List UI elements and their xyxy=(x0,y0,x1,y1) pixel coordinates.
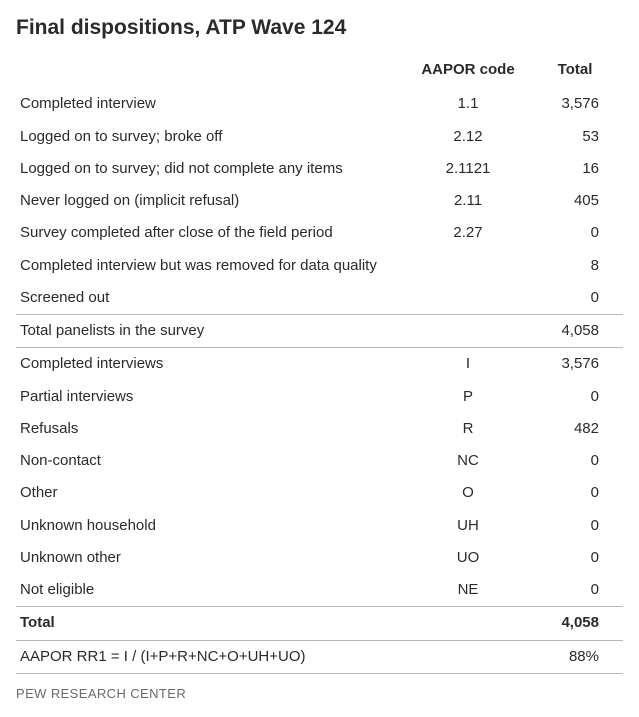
row-code: 1.1 xyxy=(403,88,533,120)
row-total: 405 xyxy=(533,185,623,217)
row-label: Logged on to survey; did not complete an… xyxy=(16,153,403,185)
row-label: Completed interviews xyxy=(16,348,403,381)
row-code xyxy=(403,607,533,640)
row-total: 53 xyxy=(533,121,623,153)
row-code: P xyxy=(403,381,533,413)
row-total: 88% xyxy=(533,640,623,673)
row-total: 0 xyxy=(533,510,623,542)
table-row: Screened out 0 xyxy=(16,282,623,315)
table-row: Completed interviewsI3,576 xyxy=(16,348,623,381)
table-row: Partial interviewsP0 xyxy=(16,381,623,413)
table-row: RefusalsR482 xyxy=(16,413,623,445)
row-code: R xyxy=(403,413,533,445)
row-label: AAPOR RR1 = I / (I+P+R+NC+O+UH+UO) xyxy=(16,640,403,673)
row-code: UO xyxy=(403,542,533,574)
row-label: Total panelists in the survey xyxy=(16,315,403,348)
table-row: Total 4,058 xyxy=(16,607,623,640)
row-label: Total xyxy=(16,607,403,640)
row-code xyxy=(403,315,533,348)
page-title: Final dispositions, ATP Wave 124 xyxy=(16,16,623,40)
row-code: NE xyxy=(403,574,533,607)
table-header-row: AAPOR code Total xyxy=(16,54,623,88)
row-total: 0 xyxy=(533,574,623,607)
row-label: Not eligible xyxy=(16,574,403,607)
table-row: Never logged on (implicit refusal)2.1140… xyxy=(16,185,623,217)
row-total: 0 xyxy=(533,282,623,315)
row-label: Screened out xyxy=(16,282,403,315)
row-label: Never logged on (implicit refusal) xyxy=(16,185,403,217)
row-code xyxy=(403,250,533,282)
row-label: Completed interview but was removed for … xyxy=(16,250,403,282)
table-row: Unknown householdUH0 xyxy=(16,510,623,542)
row-code xyxy=(403,282,533,315)
row-code: I xyxy=(403,348,533,381)
row-code: 2.12 xyxy=(403,121,533,153)
row-label: Unknown other xyxy=(16,542,403,574)
table-row: Unknown otherUO0 xyxy=(16,542,623,574)
row-total: 4,058 xyxy=(533,607,623,640)
row-label: Completed interview xyxy=(16,88,403,120)
table-row: Survey completed after close of the fiel… xyxy=(16,217,623,249)
source-attribution: PEW RESEARCH CENTER xyxy=(16,686,623,701)
row-code: 2.27 xyxy=(403,217,533,249)
row-label: Non-contact xyxy=(16,445,403,477)
row-label: Partial interviews xyxy=(16,381,403,413)
table-row: Non-contactNC0 xyxy=(16,445,623,477)
row-code: UH xyxy=(403,510,533,542)
col-header-code: AAPOR code xyxy=(403,54,533,88)
row-code: 2.1121 xyxy=(403,153,533,185)
table-row: Completed interview but was removed for … xyxy=(16,250,623,282)
table-row: Logged on to survey; did not complete an… xyxy=(16,153,623,185)
row-total: 482 xyxy=(533,413,623,445)
table-row: AAPOR RR1 = I / (I+P+R+NC+O+UH+UO) 88% xyxy=(16,640,623,673)
row-total: 0 xyxy=(533,542,623,574)
dispositions-table: AAPOR code Total Completed interview1.13… xyxy=(16,54,623,674)
row-code: 2.11 xyxy=(403,185,533,217)
row-total: 0 xyxy=(533,477,623,509)
row-label: Logged on to survey; broke off xyxy=(16,121,403,153)
row-total: 0 xyxy=(533,217,623,249)
table-row: Not eligibleNE0 xyxy=(16,574,623,607)
table-row: Logged on to survey; broke off2.1253 xyxy=(16,121,623,153)
table-row: OtherO0 xyxy=(16,477,623,509)
row-code: NC xyxy=(403,445,533,477)
row-code xyxy=(403,640,533,673)
row-total: 16 xyxy=(533,153,623,185)
row-label: Survey completed after close of the fiel… xyxy=(16,217,403,249)
table-row: Completed interview1.13,576 xyxy=(16,88,623,120)
row-label: Refusals xyxy=(16,413,403,445)
row-total: 3,576 xyxy=(533,348,623,381)
row-code: O xyxy=(403,477,533,509)
row-total: 4,058 xyxy=(533,315,623,348)
row-total: 3,576 xyxy=(533,88,623,120)
col-header-label xyxy=(16,54,403,88)
col-header-total: Total xyxy=(533,54,623,88)
table-row: Total panelists in the survey 4,058 xyxy=(16,315,623,348)
row-total: 0 xyxy=(533,445,623,477)
row-total: 8 xyxy=(533,250,623,282)
row-total: 0 xyxy=(533,381,623,413)
row-label: Unknown household xyxy=(16,510,403,542)
row-label: Other xyxy=(16,477,403,509)
